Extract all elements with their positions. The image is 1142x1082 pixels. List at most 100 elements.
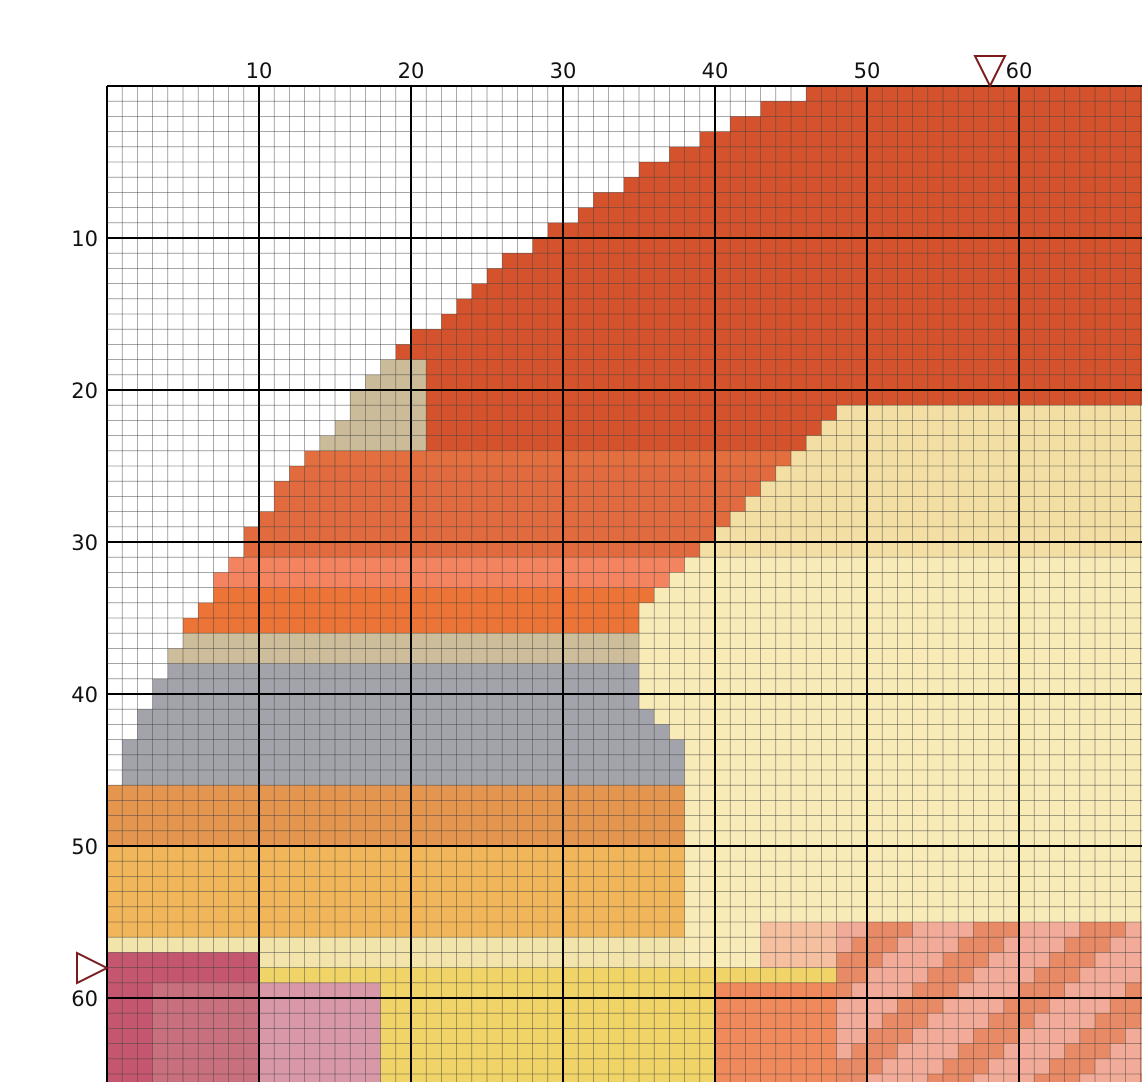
stitch-cell [1034,785,1050,801]
stitch-cell [107,952,123,968]
stitch-cell [730,435,746,451]
stitch-cell [775,466,791,482]
stitch-cell [137,1028,153,1044]
stitch-cell [791,131,807,147]
stitch-cell [456,572,472,588]
stitch-cell [213,1013,229,1029]
stitch-cell [213,937,229,953]
stitch-cell [183,678,199,694]
stitch-cell [821,998,837,1014]
stitch-cell [760,602,776,618]
stitch-cell [563,1058,579,1074]
stitch-cell [563,481,579,497]
stitch-cell [1034,709,1050,725]
stitch-cell [760,663,776,679]
stitch-cell [593,785,609,801]
stitch-cell [639,420,655,436]
stitch-cell [1064,602,1080,618]
stitch-cell [821,192,837,208]
stitch-cell [1079,162,1095,178]
stitch-cell [456,542,472,558]
stitch-cell [578,359,594,375]
stitch-cell [441,785,457,801]
stitch-cell [380,876,396,892]
stitch-cell [304,800,320,816]
stitch-cell [699,466,715,482]
stitch-cell [1003,754,1019,770]
stitch-cell [1034,876,1050,892]
stitch-cell [1110,192,1126,208]
stitch-cell [1019,329,1035,345]
stitch-cell [259,542,275,558]
stitch-cell [441,982,457,998]
stitch-cell [228,587,244,603]
stitch-cell [411,390,427,406]
stitch-cell [791,709,807,725]
stitch-cell [563,572,579,588]
stitch-cell [760,906,776,922]
stitch-cell [411,557,427,573]
stitch-cell [578,542,594,558]
stitch-cell [1110,101,1126,117]
stitch-cell [1003,724,1019,740]
stitch-cell [1003,1074,1019,1082]
stitch-cell [395,511,411,527]
stitch-cell [669,937,685,953]
stitch-cell [1003,253,1019,269]
stitch-cell [304,587,320,603]
stitch-cell [639,709,655,725]
stitch-cell [897,344,913,360]
stitch-cell [1140,952,1142,968]
stitch-cell [669,390,685,406]
stitch-cell [563,1074,579,1082]
stitch-cell [730,709,746,725]
stitch-cell [867,998,883,1014]
stitch-cell [152,709,168,725]
stitch-cell [517,648,533,664]
stitch-cell [745,146,761,162]
stitch-cell [502,359,518,375]
stitch-cell [1125,739,1141,755]
stitch-cell [775,800,791,816]
stitch-cell [502,754,518,770]
stitch-cell [775,1058,791,1074]
stitch-cell [426,678,442,694]
stitch-cell [547,785,563,801]
stitch-cell [213,815,229,831]
stitch-cell [152,800,168,816]
stitch-cell [274,724,290,740]
stitch-cell [228,633,244,649]
stitch-cell [669,1043,685,1059]
stitch-cell [167,800,183,816]
stitch-cell [1064,815,1080,831]
stitch-cell [471,952,487,968]
stitch-cell [426,1028,442,1044]
stitch-cell [593,1013,609,1029]
stitch-cell [912,937,928,953]
stitch-cell [867,1043,883,1059]
stitch-cell [1003,602,1019,618]
stitch-cell [745,678,761,694]
stitch-cell [426,450,442,466]
stitch-cell [1110,633,1126,649]
stitch-cell [578,861,594,877]
stitch-cell [1095,192,1111,208]
stitch-cell [1095,982,1111,998]
stitch-cell [669,982,685,998]
stitch-cell [228,967,244,983]
stitch-cell [1110,830,1126,846]
stitch-cell [502,481,518,497]
stitch-cell [1140,511,1142,527]
stitch-cell [760,982,776,998]
stitch-cell [426,618,442,634]
stitch-cell [958,86,974,102]
stitch-cell [1079,526,1095,542]
stitch-cell [608,739,624,755]
stitch-cell [441,618,457,634]
stitch-cell [897,359,913,375]
stitch-cell [623,283,639,299]
stitch-cell [1110,861,1126,877]
stitch-cell [1049,329,1065,345]
stitch-cell [639,587,655,603]
stitch-cell [1064,314,1080,330]
